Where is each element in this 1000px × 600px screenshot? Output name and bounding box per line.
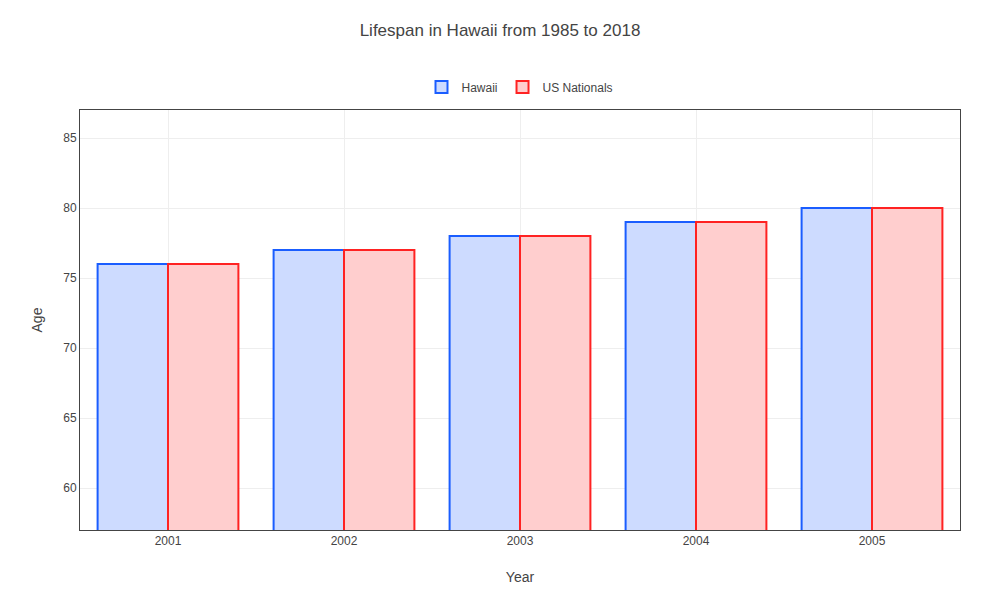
- svg-text:Lifespan in Hawaii from 1985 t: Lifespan in Hawaii from 1985 to 2018: [360, 21, 641, 40]
- svg-text:2001: 2001: [155, 534, 182, 548]
- svg-text:2002: 2002: [331, 534, 358, 548]
- svg-text:80: 80: [63, 201, 77, 215]
- svg-text:Age: Age: [29, 307, 45, 332]
- svg-text:2003: 2003: [507, 534, 534, 548]
- svg-text:60: 60: [63, 481, 77, 495]
- svg-text:Year: Year: [506, 569, 535, 585]
- svg-text:75: 75: [63, 271, 77, 285]
- svg-text:85: 85: [63, 131, 77, 145]
- svg-text:US Nationals: US Nationals: [543, 81, 613, 95]
- svg-text:2005: 2005: [859, 534, 886, 548]
- svg-text:70: 70: [63, 341, 77, 355]
- svg-text:Hawaii: Hawaii: [462, 81, 498, 95]
- svg-text:65: 65: [63, 411, 77, 425]
- svg-text:2004: 2004: [683, 534, 710, 548]
